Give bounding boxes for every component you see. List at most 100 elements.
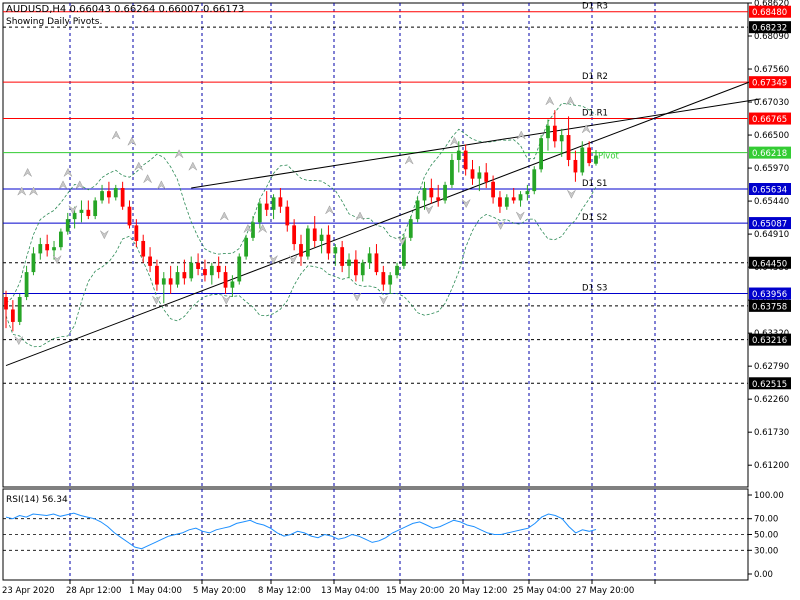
trend-line <box>191 98 761 189</box>
rsi-tick-label: 0.00 <box>754 570 773 580</box>
candle-body <box>148 256 152 266</box>
price-grid <box>2 2 749 488</box>
candle-body <box>559 135 564 142</box>
rsi-tick-label: 100.00 <box>754 491 784 501</box>
candle-body <box>477 172 482 179</box>
candle-body <box>216 265 221 273</box>
candle-body <box>443 184 447 201</box>
candle-body <box>367 253 372 263</box>
candle-body <box>72 212 77 220</box>
time-tick-label: 28 Apr 12:00 <box>66 586 121 596</box>
fractal-up-marker <box>58 180 68 190</box>
price-tag-label: 0.66218 <box>752 149 787 159</box>
candle-body <box>402 237 406 266</box>
candle-body <box>470 169 475 179</box>
candle-body <box>429 188 434 198</box>
price-tag-box <box>749 377 791 390</box>
price-tick-label: 0.61200 <box>754 461 789 471</box>
price-tag-box <box>749 287 791 300</box>
candle-body <box>422 188 427 201</box>
bollinger-lower-band <box>5 186 597 348</box>
price-tag-box <box>749 146 791 159</box>
price-tag-label: 0.62515 <box>752 380 787 390</box>
fractal-up-marker <box>29 186 38 196</box>
fractal-down-marker <box>424 205 434 215</box>
candle-body <box>347 259 351 266</box>
rsi-axis: 100.00 70.00 50.00 30.00 0.00 <box>748 491 784 580</box>
candle-body <box>408 219 413 238</box>
candle-body <box>594 155 598 164</box>
time-axis: 23 Apr 2020 28 Apr 12:00 1 May 04:00 5 May … <box>2 580 656 596</box>
candle-body <box>38 244 43 254</box>
rsi-grid <box>2 488 749 581</box>
candle-body <box>52 247 56 251</box>
fractal-up-marker <box>450 136 459 146</box>
bollinger-bands <box>5 103 597 348</box>
fractal-up-marker <box>517 130 526 140</box>
price-tag-box <box>749 217 791 230</box>
fractal-up-marker <box>220 211 229 221</box>
candle-body <box>161 278 166 285</box>
candle-body <box>107 191 111 198</box>
price-axis: 0.68620 0.68090 0.67560 0.67030 0.66500 0.659… <box>748 0 791 471</box>
price-tag-box <box>749 256 791 269</box>
fractal-down-marker <box>379 295 388 305</box>
fractal-down-marker <box>52 255 62 265</box>
candle-body <box>251 222 255 238</box>
candlesticks <box>4 110 598 332</box>
fractal-up-marker <box>174 149 184 158</box>
price-tick-label: 0.65440 <box>754 197 789 207</box>
candle-body <box>175 272 180 285</box>
candle-body <box>518 194 523 201</box>
fractal-down-marker <box>269 255 278 265</box>
fractal-down-marker <box>516 211 525 221</box>
fractal-up-marker <box>581 124 591 134</box>
fractal-up-marker <box>157 180 166 190</box>
price-tag-label: 0.65087 <box>752 220 787 230</box>
fractal-up-marker <box>325 205 334 215</box>
price-tag-box <box>749 183 791 196</box>
candle-body <box>31 253 36 273</box>
candle-body <box>525 191 530 195</box>
candle-body <box>58 231 63 248</box>
pivot-levels: D1 R3 D1 R2 D1 R1 Pivot D1 S1 D1 S2 D1 S3 <box>3 2 748 384</box>
price-tag-box <box>749 21 791 34</box>
candle-body <box>127 206 132 226</box>
candle-body <box>17 297 22 322</box>
rsi-line <box>5 512 597 550</box>
candle-body <box>436 197 441 201</box>
trend-line <box>5 77 761 366</box>
candle-body <box>223 272 228 288</box>
candle-body <box>491 181 495 198</box>
fractal-down-marker <box>352 292 362 302</box>
fractal-down-marker <box>100 230 109 240</box>
price-tag-label: 0.68232 <box>752 24 787 34</box>
candle-body <box>504 197 509 207</box>
price-tick-label: 0.65970 <box>754 164 789 174</box>
pivot-level-label: D1 R2 <box>582 72 608 82</box>
candle-body <box>209 265 214 276</box>
price-tag-box <box>749 76 791 89</box>
fractal-up-marker <box>545 96 555 105</box>
pivot-level-label: D1 R3 <box>582 2 608 12</box>
candle-body <box>86 209 91 217</box>
candle-body <box>312 228 317 241</box>
candle-body <box>299 244 303 257</box>
fractal-up-marker <box>75 180 84 190</box>
rsi-tick-label: 50.00 <box>754 531 778 541</box>
candle-body <box>395 265 399 276</box>
price-pane-frame <box>2 2 749 488</box>
candle-body <box>120 188 125 207</box>
price-tag-box <box>749 299 791 312</box>
candle-body <box>498 197 502 207</box>
candle-body <box>580 147 585 173</box>
fractal-up-marker <box>566 96 575 105</box>
price-tick-label: 0.64910 <box>754 230 789 240</box>
candle-body <box>456 150 461 160</box>
candle-body <box>278 197 283 207</box>
candle-body <box>24 272 29 298</box>
price-tick-label: 0.68620 <box>754 0 789 9</box>
fractal-down-marker <box>461 199 471 209</box>
candle-body <box>113 188 118 198</box>
